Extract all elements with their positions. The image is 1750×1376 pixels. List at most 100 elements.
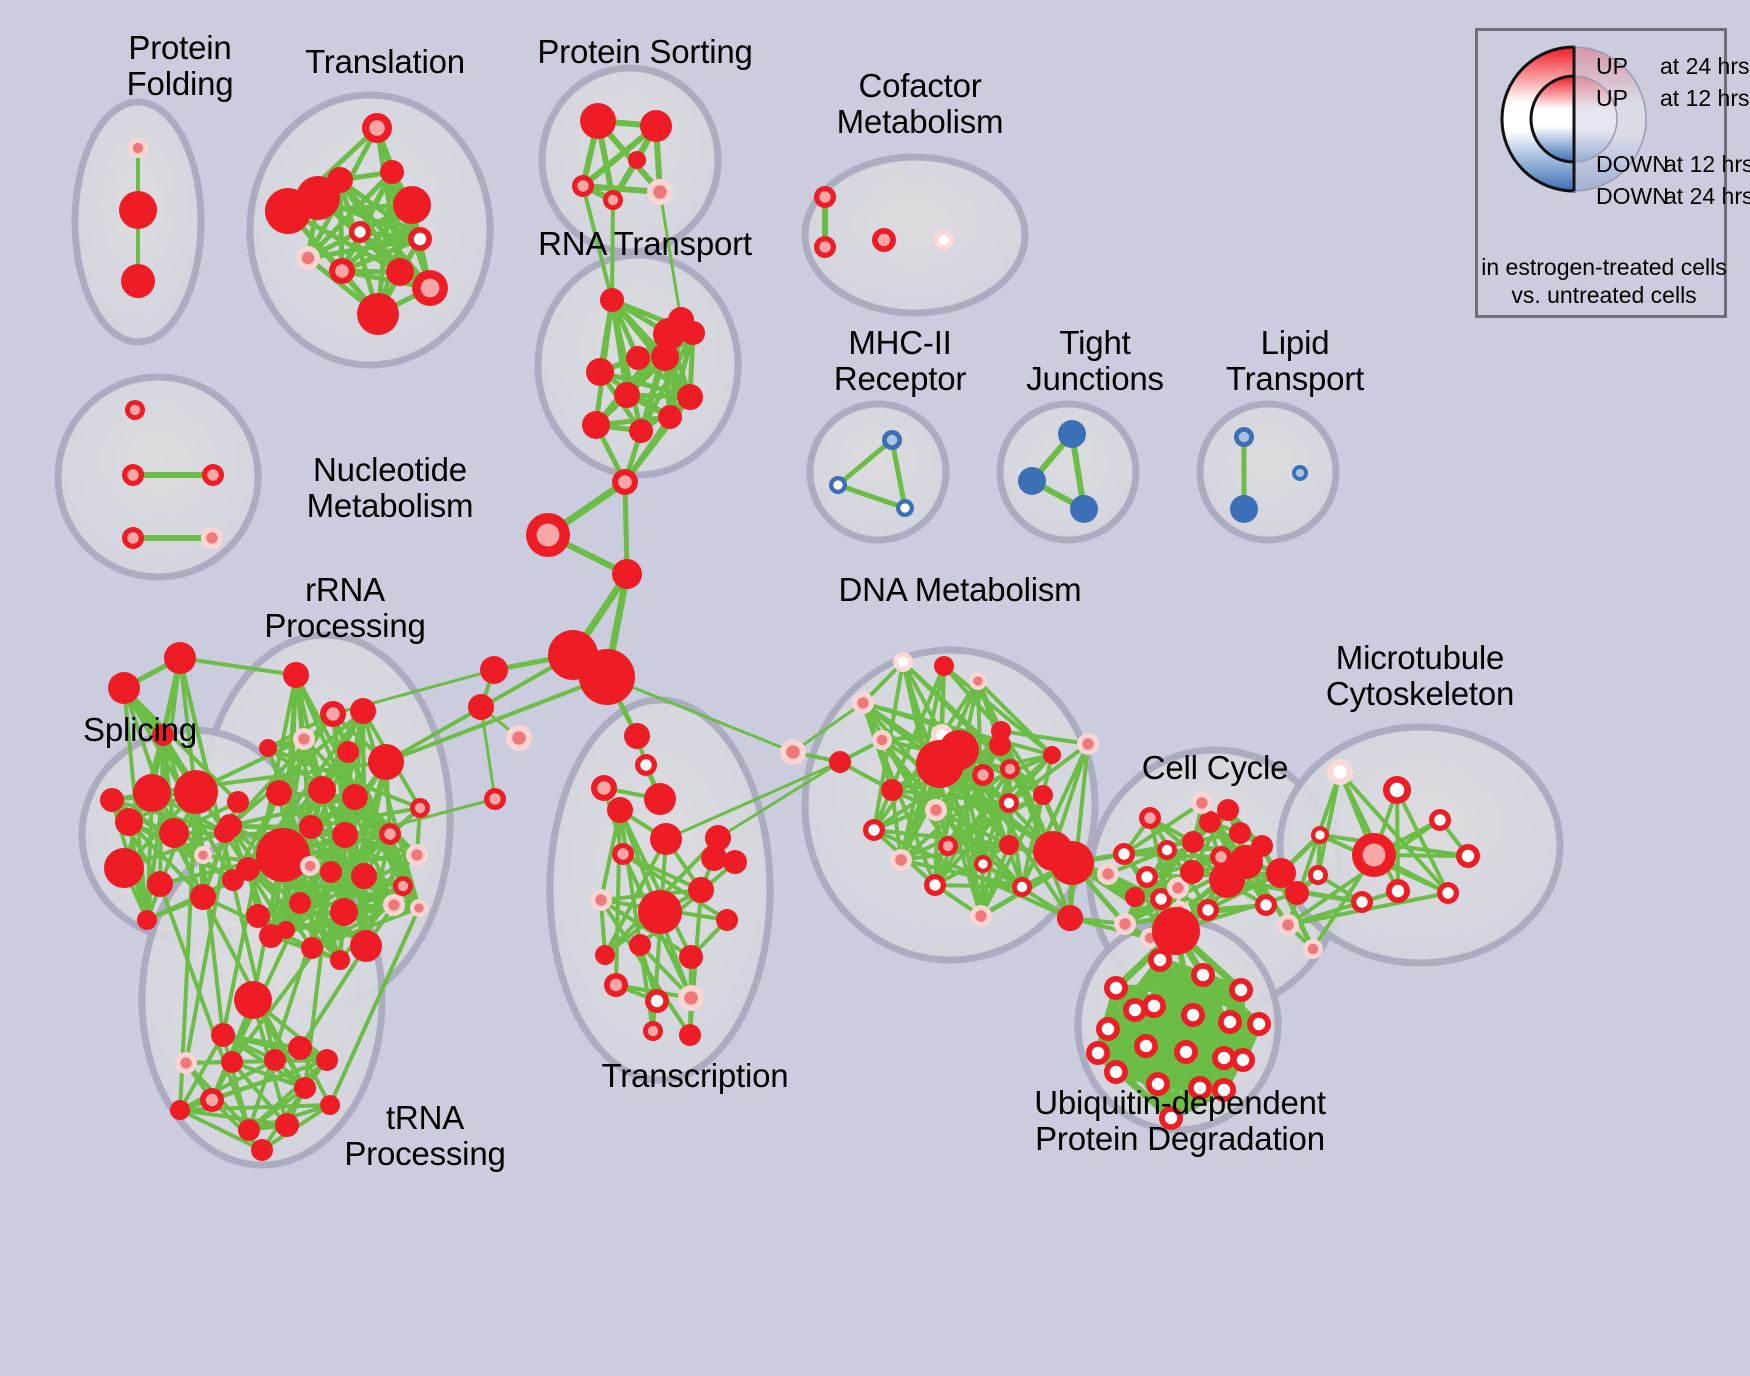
node-outer-ring-24hr: [999, 835, 1019, 855]
network-edge: [890, 788, 1011, 805]
network-node: [1181, 1003, 1205, 1027]
network-node: [1303, 939, 1323, 959]
node-outer-ring-24hr: [386, 258, 414, 286]
network-node: [393, 876, 413, 896]
network-node: [122, 464, 144, 486]
node-inner-core-12hr: [1391, 884, 1405, 898]
legend-state-up-12: UP: [1596, 85, 1628, 111]
node-outer-ring-24hr: [222, 869, 244, 891]
network-node: [1123, 998, 1147, 1022]
node-inner-core-12hr: [1102, 868, 1114, 880]
network-node: [122, 527, 144, 549]
node-inner-core-12hr: [978, 859, 988, 869]
node-inner-core-12hr: [411, 849, 423, 861]
cluster-label-translation: Translation: [305, 43, 465, 80]
network-node: [679, 945, 703, 969]
network-node: [137, 910, 157, 930]
node-outer-ring-24hr: [330, 950, 350, 970]
network-node: [614, 382, 640, 408]
network-node: [1070, 495, 1098, 523]
network-node: [658, 405, 682, 429]
network-node: [484, 788, 506, 810]
node-outer-ring-24hr: [137, 910, 157, 930]
network-edge: [1148, 816, 1210, 912]
cluster-label-lipid-transport: Lipid Transport: [1225, 324, 1365, 397]
node-inner-core-12hr: [975, 910, 987, 922]
node-inner-core-12hr: [414, 802, 426, 814]
network-node: [1113, 843, 1135, 865]
network-node: [1212, 1078, 1236, 1102]
node-inner-core-12hr: [1315, 830, 1325, 840]
network-node: [246, 904, 270, 928]
network-edge: [145, 790, 198, 922]
node-outer-ring-24hr: [1180, 860, 1204, 884]
legend-graphic: [1500, 45, 1647, 193]
node-inner-core-12hr: [597, 781, 611, 795]
node-outer-ring-24hr: [190, 884, 216, 910]
node-inner-core-12hr: [1155, 893, 1167, 905]
network-node: [705, 825, 731, 851]
node-outer-ring-24hr: [1043, 746, 1061, 764]
node-inner-core-12hr: [127, 469, 139, 481]
network-node: [152, 724, 174, 746]
network-node: [629, 419, 653, 443]
node-inner-core-12hr: [1109, 1065, 1123, 1079]
network-node: [893, 652, 913, 672]
network-node: [678, 985, 704, 1011]
node-inner-core-12hr: [977, 769, 989, 781]
network-node: [393, 186, 431, 224]
network-node: [190, 884, 216, 910]
network-node: [1191, 963, 1215, 987]
network-edge: [210, 795, 357, 1102]
cluster-label-protein-folding: Protein Folding: [126, 29, 234, 102]
network-node: [1033, 785, 1053, 805]
network-node: [357, 293, 399, 335]
network-edge: [184, 1058, 329, 1065]
network-node: [612, 559, 642, 589]
node-inner-core-12hr: [1356, 896, 1368, 908]
network-nodes: [100, 103, 1480, 1161]
legend-state-down-12: DOWN: [1596, 151, 1669, 177]
node-outer-ring-24hr: [723, 850, 747, 874]
network-node: [688, 877, 714, 903]
node-inner-core-12hr: [1118, 848, 1130, 860]
network-edge: [266, 746, 422, 810]
node-outer-ring-24hr: [1251, 835, 1273, 857]
network-node: [350, 698, 376, 724]
network-node: [1351, 891, 1373, 913]
network-node: [970, 905, 992, 927]
network-node: [1255, 894, 1277, 916]
node-outer-ring-24hr: [579, 649, 635, 705]
network-edge: [621, 852, 729, 922]
node-outer-ring-24hr: [159, 818, 189, 848]
network-node: [780, 739, 806, 765]
node-outer-ring-24hr: [688, 877, 714, 903]
halo-mhc-ii-receptor: [806, 400, 950, 544]
network-node: [194, 846, 212, 864]
node-inner-core-12hr: [886, 434, 898, 446]
node-outer-ring-24hr: [320, 861, 342, 883]
halo-lipid-transport: [1196, 400, 1340, 544]
node-inner-core-12hr: [1333, 765, 1347, 779]
network-edge: [976, 679, 1054, 757]
node-inner-core-12hr: [1128, 1003, 1142, 1017]
network-node: [1266, 858, 1296, 888]
node-outer-ring-24hr: [701, 845, 727, 871]
node-outer-ring-24hr: [650, 823, 682, 855]
network-node: [969, 672, 987, 690]
node-inner-core-12hr: [198, 850, 208, 860]
cluster-label-ubiquitin: Ubiquitin-dependent Protein Degradation: [1034, 1084, 1326, 1157]
node-outer-ring-24hr: [624, 723, 650, 749]
node-outer-ring-24hr: [1050, 841, 1094, 885]
node-inner-core-12hr: [1003, 797, 1015, 809]
node-outer-ring-24hr: [238, 1119, 260, 1141]
network-node: [580, 103, 616, 139]
node-inner-core-12hr: [1153, 953, 1167, 967]
network-node: [624, 723, 650, 749]
network-node: [289, 892, 311, 914]
cluster-label-dna-metabolism: DNA Metabolism: [838, 571, 1082, 608]
legend-caption: in estrogen-treated cells vs. untreated …: [1481, 254, 1727, 309]
network-node: [852, 692, 874, 714]
node-outer-ring-24hr: [1057, 905, 1083, 931]
network-node: [351, 863, 377, 889]
